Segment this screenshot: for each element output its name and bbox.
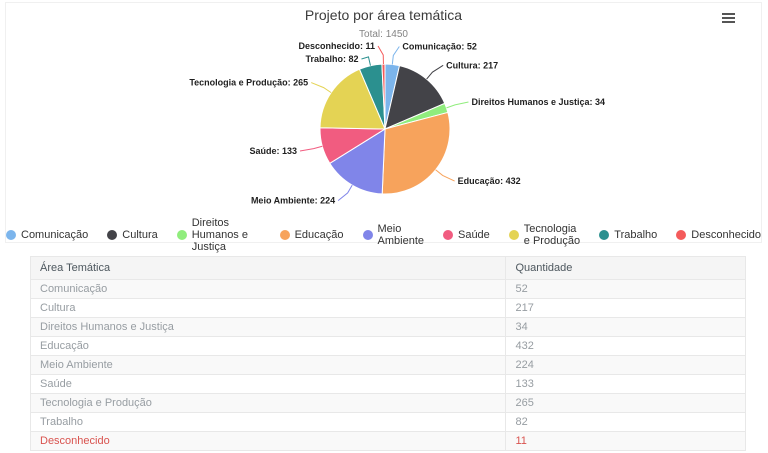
data-table-wrap: Área Temática Quantidade Comunicação 52 Cu… — [29, 256, 746, 451]
cell-area-tematica: Saúde — [29, 374, 507, 394]
legend-dot-icon — [442, 230, 453, 240]
hamburger-menu-icon — [722, 12, 735, 15]
pie-data-label: Desconhecido: 11 — [298, 41, 375, 51]
pie-connector — [426, 64, 444, 80]
legend-dot-icon — [676, 230, 687, 240]
table-row: Meio Ambiente 224 — [29, 355, 746, 375]
legend-dot-icon — [6, 230, 16, 240]
cell-quantidade: 265 — [505, 393, 746, 413]
legend-label: Educação — [294, 229, 344, 241]
pie-slice[interactable] — [381, 111, 451, 195]
pie-connector — [299, 145, 323, 152]
cell-quantidade: 224 — [505, 355, 746, 375]
chart-title: Projeto por área temática — [304, 7, 463, 23]
pie-data-label: Comunicação: 52 — [402, 42, 477, 52]
legend-dot-icon — [508, 230, 519, 240]
legend-label: Cultura — [122, 229, 158, 241]
legend-item[interactable]: Comunicação — [6, 229, 88, 241]
cell-area-tematica: Trabalho — [29, 412, 507, 432]
legend-item[interactable]: Saúde — [442, 229, 490, 241]
table-row: Trabalho 82 — [29, 412, 746, 432]
cell-quantidade: 217 — [505, 298, 746, 318]
legend-item[interactable]: Tecnologia e Produção — [508, 223, 581, 247]
legend-dot-icon — [107, 230, 118, 240]
cell-area-tematica: Comunicação — [29, 279, 507, 299]
legend-label: Tecnologia e Produção — [523, 223, 581, 247]
legend-dot-icon — [176, 230, 187, 240]
pie-connector — [435, 169, 455, 182]
pie-data-label: Saúde: 133 — [249, 146, 297, 156]
chart-subtitle: Total: 1450 — [359, 29, 408, 40]
table-row: Direitos Humanos e Justiça 34 — [29, 317, 746, 337]
legend-dot-icon — [599, 230, 610, 240]
chart-legend: Comunicação Cultura Direitos Humanos e Jus… — [6, 217, 761, 253]
table-row: Desconhecido 11 — [29, 431, 746, 451]
cell-quantidade: 52 — [505, 279, 746, 299]
pie-connector — [377, 45, 384, 65]
pie-data-label: Meio Ambiente: 224 — [251, 196, 335, 206]
chart-context-menu-button[interactable] — [717, 8, 741, 27]
pie-data-label: Trabalho: 82 — [305, 54, 358, 64]
legend-item[interactable]: Cultura — [107, 229, 158, 241]
table-row: Saúde 133 — [29, 374, 746, 394]
legend-item[interactable]: Desconhecido — [676, 229, 761, 241]
table-row: Educação 432 — [29, 336, 746, 356]
legend-dot-icon — [362, 230, 373, 240]
cell-quantidade: 11 — [505, 431, 746, 451]
pie-data-label: Direitos Humanos e Justiça: 34 — [471, 97, 605, 107]
legend-item[interactable]: Direitos Humanos e Justiça — [176, 217, 261, 253]
table-header-quantity: Quantidade — [505, 256, 746, 280]
table-header-area: Área Temática — [29, 256, 507, 280]
pie-connector — [361, 56, 371, 66]
legend-item[interactable]: Meio Ambiente — [362, 223, 424, 247]
chart-card: Projeto por área temática Total: 1450 Co… — [5, 2, 763, 253]
cell-area-tematica: Direitos Humanos e Justiça — [29, 317, 507, 337]
table-row: Cultura 217 — [29, 298, 746, 318]
legend-item[interactable]: Trabalho — [599, 229, 657, 241]
cell-quantidade: 133 — [505, 374, 746, 394]
pie-connector — [311, 82, 332, 94]
cell-quantidade: 82 — [505, 412, 746, 432]
table-row: Tecnologia e Produção 265 — [29, 393, 746, 413]
cell-quantidade: 34 — [505, 317, 746, 337]
legend-dot-icon — [279, 230, 290, 240]
pie-data-label: Cultura: 217 — [446, 60, 498, 70]
pie-data-label: Educação: 432 — [458, 176, 521, 186]
legend-label: Direitos Humanos e Justiça — [191, 217, 248, 253]
pie-connector — [337, 184, 353, 202]
cell-area-tematica: Desconhecido — [29, 431, 507, 451]
pie-chart[interactable]: Comunicação: 52 Cultura: 217 Direitos Huma… — [6, 3, 763, 215]
table-row: Comunicação 52 — [29, 279, 746, 299]
legend-item[interactable]: Educação — [279, 229, 344, 241]
pie-data-label: Tecnologia e Produção: 265 — [189, 78, 308, 88]
pie-connector — [446, 101, 469, 109]
cell-area-tematica: Educação — [29, 336, 507, 356]
cell-area-tematica: Meio Ambiente — [29, 355, 507, 375]
legend-label: Desconhecido — [691, 229, 761, 241]
data-table: Área Temática Quantidade Comunicação 52 Cu… — [29, 256, 746, 451]
cell-area-tematica: Tecnologia e Produção — [29, 393, 507, 413]
pie-connector — [391, 46, 400, 65]
legend-label: Comunicação — [21, 229, 89, 241]
legend-label: Meio Ambiente — [377, 223, 424, 247]
cell-quantidade: 432 — [505, 336, 746, 356]
cell-area-tematica: Cultura — [29, 298, 507, 318]
legend-label: Saúde — [457, 229, 490, 241]
legend-label: Trabalho — [614, 229, 658, 241]
table-header-row: Área Temática Quantidade — [29, 256, 746, 280]
